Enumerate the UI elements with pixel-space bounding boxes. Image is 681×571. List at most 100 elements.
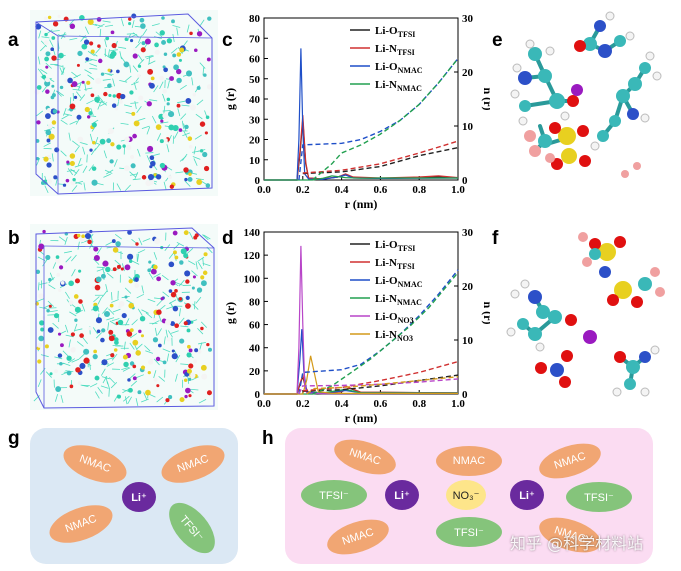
atom-dot	[169, 184, 175, 189]
atom-dot	[167, 111, 175, 118]
bond-stick	[136, 106, 142, 113]
rdf-chart-c: 0.0 0.2 0.4 0.6 0.8 1.00102030405060708001020…	[223, 13, 490, 211]
atom-dot	[88, 326, 92, 331]
atom-dot	[187, 377, 192, 382]
y-tick-label-right: 10	[462, 335, 474, 347]
bond-stick	[52, 261, 57, 269]
atom-dot	[163, 52, 168, 56]
atom-dot	[36, 120, 41, 125]
atom-dot	[205, 183, 211, 188]
atom-dot	[89, 148, 93, 152]
atom-dot	[193, 359, 198, 364]
atom-dot	[184, 270, 191, 277]
atom-dot	[179, 260, 184, 265]
atom-dot	[140, 365, 146, 370]
y-axis-label-right: n (r)	[481, 302, 490, 325]
legend-label: Li-NNMAC	[375, 293, 422, 307]
atom-dot	[174, 255, 179, 260]
series-line	[302, 140, 459, 174]
bond-stick	[48, 276, 55, 284]
bond-stick	[178, 317, 185, 325]
x-tick-label: 1.0	[451, 184, 465, 196]
rdf-chart-d: 0.0 0.2 0.4 0.6 0.8 1.00204060801001201400102…	[223, 227, 490, 425]
series-line	[302, 374, 459, 392]
bond-stick	[193, 301, 196, 310]
atom-dot	[116, 264, 121, 269]
bond-stick	[49, 39, 54, 48]
bond-stick	[202, 257, 204, 266]
plot-frame	[263, 17, 459, 181]
x-tick-label: 0.4	[335, 184, 349, 196]
atom-dot	[38, 293, 45, 300]
bond-stick	[158, 376, 166, 382]
atom-dot	[72, 177, 76, 182]
bond-stick	[82, 337, 88, 345]
atom-dot	[39, 320, 45, 326]
bond-stick	[121, 367, 130, 371]
atom-dot	[81, 80, 85, 84]
bond-stick	[163, 105, 166, 114]
series-line	[312, 58, 459, 181]
bond-stick	[153, 358, 160, 366]
bond-stick	[153, 85, 159, 93]
bond-stick	[154, 327, 158, 336]
bond-stick	[104, 39, 107, 48]
atom-dot	[137, 390, 142, 395]
atom-dot	[183, 230, 189, 236]
bond-stick	[105, 284, 108, 293]
bond-stick	[55, 177, 58, 186]
molecule-cloud-a	[34, 13, 213, 194]
bond-stick	[152, 320, 160, 325]
atom-dot	[184, 124, 189, 130]
bond-stick	[175, 354, 181, 363]
atom-dot	[188, 172, 192, 176]
atom-dot	[162, 89, 167, 94]
y-tick-label-left: 20	[249, 135, 261, 147]
bond-stick	[69, 311, 77, 317]
bond-stick	[127, 33, 132, 42]
atom-dot	[38, 335, 45, 342]
atom-dot	[117, 319, 124, 326]
bond-stick	[197, 328, 204, 335]
y-tick-label-left: 50	[249, 74, 261, 86]
atom-dot	[147, 173, 155, 181]
bond-stick	[170, 330, 179, 334]
atom-dot	[128, 259, 133, 263]
bond-stick	[137, 54, 144, 62]
atom-dot	[107, 83, 112, 89]
bond-stick	[64, 291, 70, 299]
bond-stick	[130, 380, 138, 387]
bond-stick	[90, 148, 97, 156]
atom-dot	[116, 394, 122, 399]
atom-dot	[171, 19, 175, 24]
atom-dot	[102, 260, 109, 267]
atom-dot	[53, 313, 59, 319]
atom-dot	[179, 338, 185, 344]
bond-stick	[90, 234, 94, 243]
bond-stick	[92, 327, 99, 335]
atom-dot	[155, 124, 162, 130]
atom-dot	[172, 53, 177, 58]
x-tick-label: 0.8	[412, 184, 426, 196]
atom-dot	[187, 344, 191, 349]
atom-dot	[160, 119, 164, 123]
atom-dot	[124, 136, 130, 143]
atom-dot	[70, 332, 75, 337]
bond-stick	[106, 317, 115, 321]
bond-stick	[147, 298, 156, 303]
atom-dot	[58, 265, 64, 270]
bond-stick	[130, 102, 139, 104]
bond-stick	[145, 152, 154, 154]
atom-dot	[158, 343, 162, 348]
bond-stick	[124, 75, 132, 82]
bond-stick	[138, 237, 143, 246]
y-tick-label-left: 100	[244, 273, 261, 285]
bond-stick	[193, 146, 197, 155]
x-tick-label: 0.2	[296, 184, 310, 196]
bond-stick	[42, 259, 48, 267]
atom-dot	[147, 370, 151, 375]
atom-dot	[154, 238, 161, 245]
bond-stick	[99, 28, 102, 37]
bond-stick	[163, 336, 166, 345]
bond-stick	[71, 140, 79, 146]
